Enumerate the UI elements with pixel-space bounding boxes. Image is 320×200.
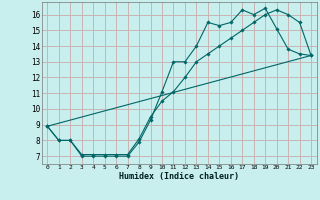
- X-axis label: Humidex (Indice chaleur): Humidex (Indice chaleur): [119, 172, 239, 181]
